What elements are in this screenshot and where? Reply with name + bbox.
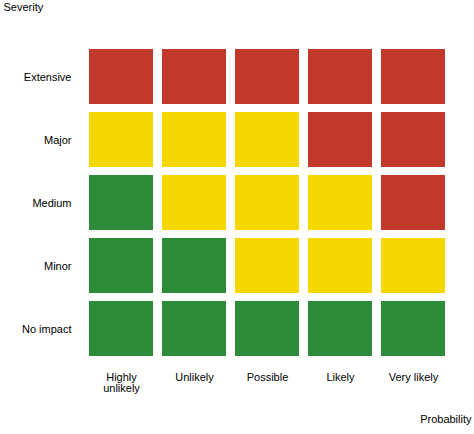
svg-text:Probability: Probability [420, 413, 472, 425]
svg-text:No impact: No impact [22, 323, 72, 335]
svg-text:Severity: Severity [4, 1, 44, 13]
svg-text:Major: Major [44, 134, 72, 146]
svg-text:Very likely: Very likely [389, 371, 439, 383]
svg-text:Extensive: Extensive [24, 71, 72, 83]
svg-text:Highlyunlikely: Highlyunlikely [103, 371, 140, 394]
svg-text:Possible: Possible [247, 371, 289, 383]
svg-text:Medium: Medium [32, 197, 71, 209]
svg-text:Likely: Likely [326, 371, 355, 383]
svg-text:Minor: Minor [44, 260, 72, 272]
svg-text:Unlikely: Unlikely [175, 371, 214, 383]
